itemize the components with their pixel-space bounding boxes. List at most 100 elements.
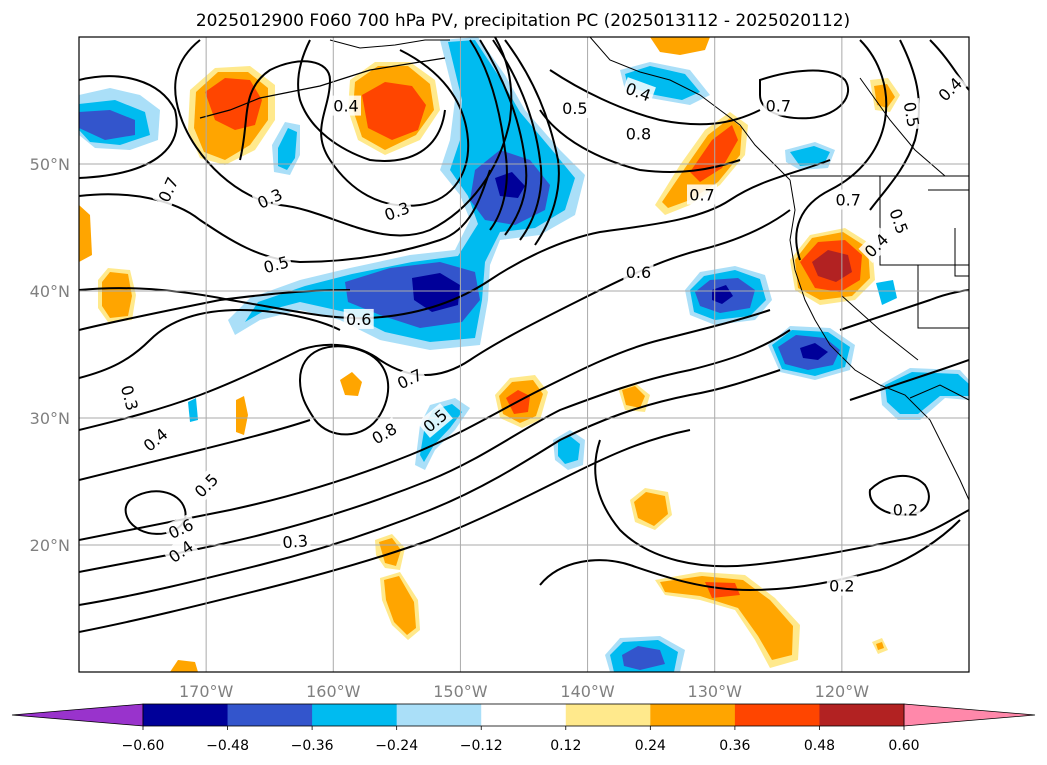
contour-label-text: 0.7: [835, 191, 860, 210]
colorbar: −0.60 −0.48 −0.36 −0.24 −0.12 0.12 0.24 0.36 0.4…: [11, 703, 1036, 754]
pv-contour: [79, 308, 341, 379]
colorbar-bin: [650, 704, 736, 726]
precip-region: [622, 646, 665, 670]
pv-contour: [79, 419, 311, 481]
pv-contour: [79, 429, 691, 633]
contour-label-background: [884, 203, 914, 239]
contour-label-background: [559, 98, 590, 119]
pv-contour: [795, 39, 888, 261]
pv-contour-label: 0.2: [826, 575, 857, 596]
pv-contour: [79, 369, 781, 606]
pv-contour: [849, 359, 969, 401]
contour-label-text: 0.6: [346, 310, 371, 329]
colorbar-tick-label: −0.60: [122, 738, 165, 754]
colorbar-tick-label: 0.24: [635, 738, 666, 754]
chart-title: 2025012900 F060 700 hPa PV, precipitatio…: [196, 11, 850, 31]
state-border: [879, 176, 969, 266]
contour-label-background: [763, 95, 794, 116]
pv-contour: [549, 69, 761, 126]
state-border: [917, 265, 969, 329]
precip-region: [650, 37, 710, 55]
pv-contour: [492, 39, 543, 241]
contour-label-background: [899, 97, 925, 131]
pv-contour: [239, 49, 470, 207]
contour-label-background: [279, 529, 311, 553]
contour-label-background: [623, 261, 654, 282]
contour-label-background: [152, 171, 184, 208]
contour-label-text: 0.7: [689, 185, 714, 204]
colorbar-tick-label: −0.36: [291, 738, 334, 754]
pv-contour: [298, 345, 390, 436]
precip-region: [205, 78, 262, 130]
pv-contour-label: 0.6: [623, 261, 654, 282]
contour-label-text: 0.5: [562, 99, 587, 118]
precip-region: [634, 492, 668, 526]
contour-label-background: [932, 71, 968, 107]
map-content: 0.7 0.30.40.30.50.60.50.40.80.70.60.70.70…: [79, 37, 969, 672]
lat-tick-label: 40°N: [30, 282, 70, 301]
precip-region: [876, 280, 897, 305]
pv-contour-label: 0.8: [623, 123, 654, 144]
colorbar-tick-label: 0.36: [719, 738, 750, 754]
precip-region: [690, 125, 738, 182]
colorbar-bin: [312, 704, 398, 726]
pv-contour-label: 0.4: [331, 95, 361, 116]
pv-contour: [929, 39, 969, 91]
contour-label-background: [379, 196, 415, 226]
coastline: [199, 57, 446, 119]
state-border: [841, 295, 919, 361]
state-border: [909, 384, 969, 401]
precip-region: [790, 146, 830, 166]
precip-region: [800, 343, 828, 360]
pv-contour: [479, 39, 528, 236]
state-border: [954, 228, 969, 277]
contour-label-background: [343, 308, 374, 329]
pv-contour: [174, 37, 513, 237]
colorbar-tick-label: −0.12: [460, 738, 503, 754]
colorbar-bin: [565, 704, 651, 726]
precip-region: [102, 272, 132, 318]
lon-tick-label: 130°W: [688, 682, 743, 701]
contour-label-background: [137, 422, 174, 457]
lon-tick-label: 170°W: [179, 682, 234, 701]
coastline: [329, 39, 450, 49]
precip-region: [874, 84, 895, 108]
pv-contour: [594, 439, 969, 568]
coastline: [589, 37, 791, 181]
contour-label-background: [116, 380, 144, 415]
colorbar-bin: [396, 704, 482, 726]
precip-region: [876, 642, 884, 650]
contour-label-text: 0.4: [333, 97, 358, 116]
precip-region: [558, 436, 580, 464]
contour-label-text: 0.2: [829, 577, 854, 596]
lon-tick-label: 160°W: [306, 682, 361, 701]
map-frame: [78, 36, 970, 673]
pv-contour-label: 0.5: [559, 98, 590, 119]
precip-region: [79, 205, 92, 262]
contour-label-background: [858, 227, 894, 263]
precip-region: [188, 398, 198, 422]
colorbar-bin: [227, 704, 313, 726]
precip-region: [236, 396, 248, 435]
contour-label-background: [188, 467, 224, 503]
lon-tick-label: 150°W: [433, 682, 488, 701]
colorbar-bin: [819, 704, 905, 726]
colorbar-extend-min: [11, 703, 144, 727]
colorbar-extend-max: [903, 703, 1036, 727]
pv-contour-label: 0.6: [343, 308, 374, 329]
lat-tick-label: 50°N: [30, 155, 70, 174]
lat-tick-label: 30°N: [30, 409, 70, 428]
precip-region: [79, 110, 135, 140]
pv-contour-label: 0.7: [833, 189, 864, 210]
colorbar-tick-label: −0.48: [206, 738, 249, 754]
contour-label-background: [890, 499, 921, 520]
latitude-tick-labels: 50°N 40°N 30°N 20°N: [30, 155, 70, 555]
pv-contour-label: 0.7: [687, 184, 717, 205]
contour-label-background: [162, 534, 199, 569]
colorbar-bin: [481, 704, 567, 726]
pv-contour: [79, 329, 791, 573]
contour-label-background: [258, 250, 294, 278]
precip-region: [705, 582, 740, 598]
gridlines: [79, 37, 969, 672]
